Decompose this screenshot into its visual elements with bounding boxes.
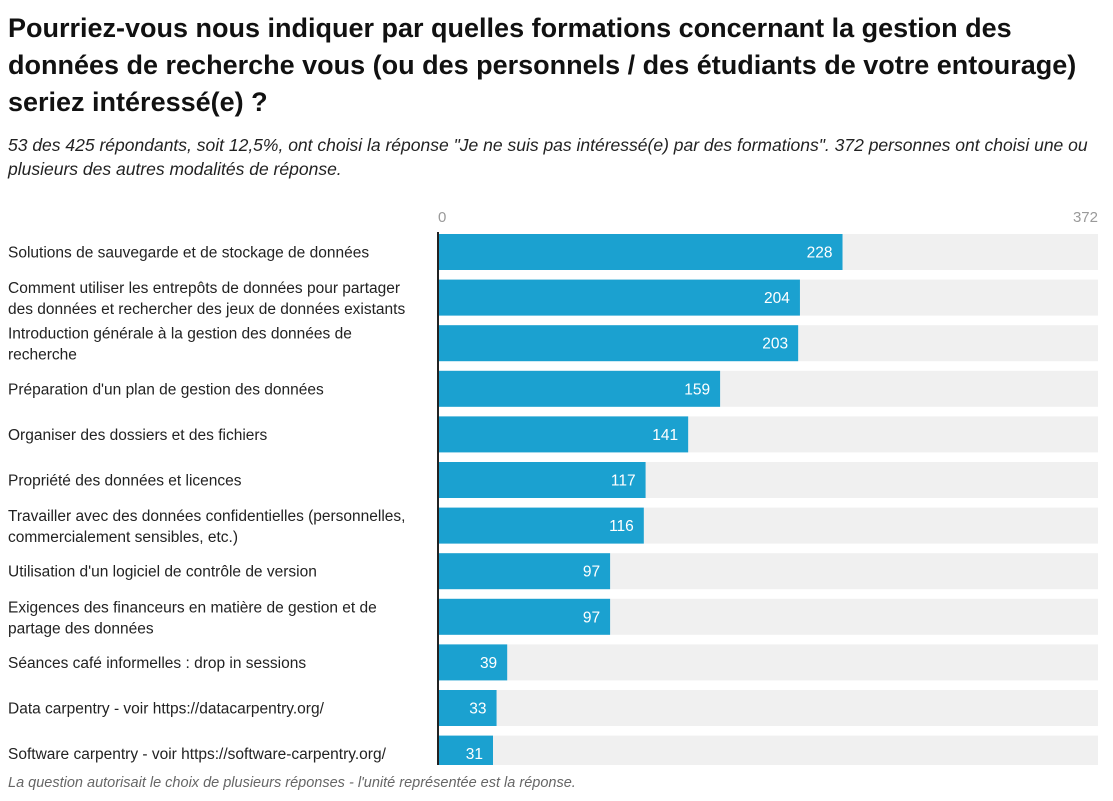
bar-value-label: 31 xyxy=(466,746,483,763)
category-label: Exigences des financeurs en matière de g… xyxy=(8,599,377,637)
category-label: Solutions de sauvegarde et de stockage d… xyxy=(8,245,369,262)
category-label: Software carpentry - voir https://softwa… xyxy=(8,746,387,763)
bar-track xyxy=(438,735,1098,765)
category-label: Préparation d'un plan de gestion des don… xyxy=(8,381,324,398)
bar-track xyxy=(438,644,1098,681)
bar-value-label: 33 xyxy=(469,701,486,718)
x-tick-label: 0 xyxy=(438,209,446,226)
bar-value-label: 116 xyxy=(609,518,634,535)
x-tick-label: 372 xyxy=(1073,209,1098,226)
bar-value-label: 141 xyxy=(652,427,678,444)
bar xyxy=(438,735,493,765)
bar-value-label: 203 xyxy=(762,336,788,353)
bar-value-label: 39 xyxy=(480,655,497,672)
category-label: Propriété des données et licences xyxy=(8,473,242,490)
bar xyxy=(438,690,497,726)
chart-subtitle: 53 des 425 répondants, soit 12,5%, ont c… xyxy=(8,135,1088,179)
bar xyxy=(438,279,800,316)
category-label: Utilisation d'un logiciel de contrôle de… xyxy=(8,564,317,581)
category-label: Travailler avec des données confidentiel… xyxy=(8,508,405,546)
category-label: Séances café informelles : drop in sessi… xyxy=(8,655,306,672)
bar-chart: 0 372 228 Solutions de sauvegarde et de sto… xyxy=(8,209,1098,765)
category-label: Data carpentry - voir https://datacarpen… xyxy=(8,701,325,718)
bar-value-label: 228 xyxy=(807,245,833,262)
category-label: Comment utiliser les entrepôts de donnée… xyxy=(8,280,405,318)
category-label: Introduction générale à la gestion des d… xyxy=(8,326,352,364)
bar-track xyxy=(438,690,1098,726)
bar xyxy=(438,553,611,590)
chart-notes: La question autorisait le choix de plusi… xyxy=(8,775,576,791)
bar xyxy=(438,507,644,544)
bar xyxy=(438,598,611,635)
bar xyxy=(438,462,646,498)
bar xyxy=(438,370,721,407)
bar-value-label: 97 xyxy=(583,564,600,581)
bar xyxy=(438,416,689,453)
bar-value-label: 204 xyxy=(764,290,790,307)
bar-value-label: 159 xyxy=(684,381,710,398)
bar xyxy=(438,234,843,270)
bar xyxy=(438,325,799,362)
category-label: Organiser des dossiers et des fichiers xyxy=(8,427,268,444)
bar xyxy=(438,644,508,681)
bar-value-label: 117 xyxy=(611,473,636,490)
bar-value-label: 97 xyxy=(583,609,600,626)
chart-title: Pourriez-vous nous indiquer par quelles … xyxy=(8,13,1077,117)
